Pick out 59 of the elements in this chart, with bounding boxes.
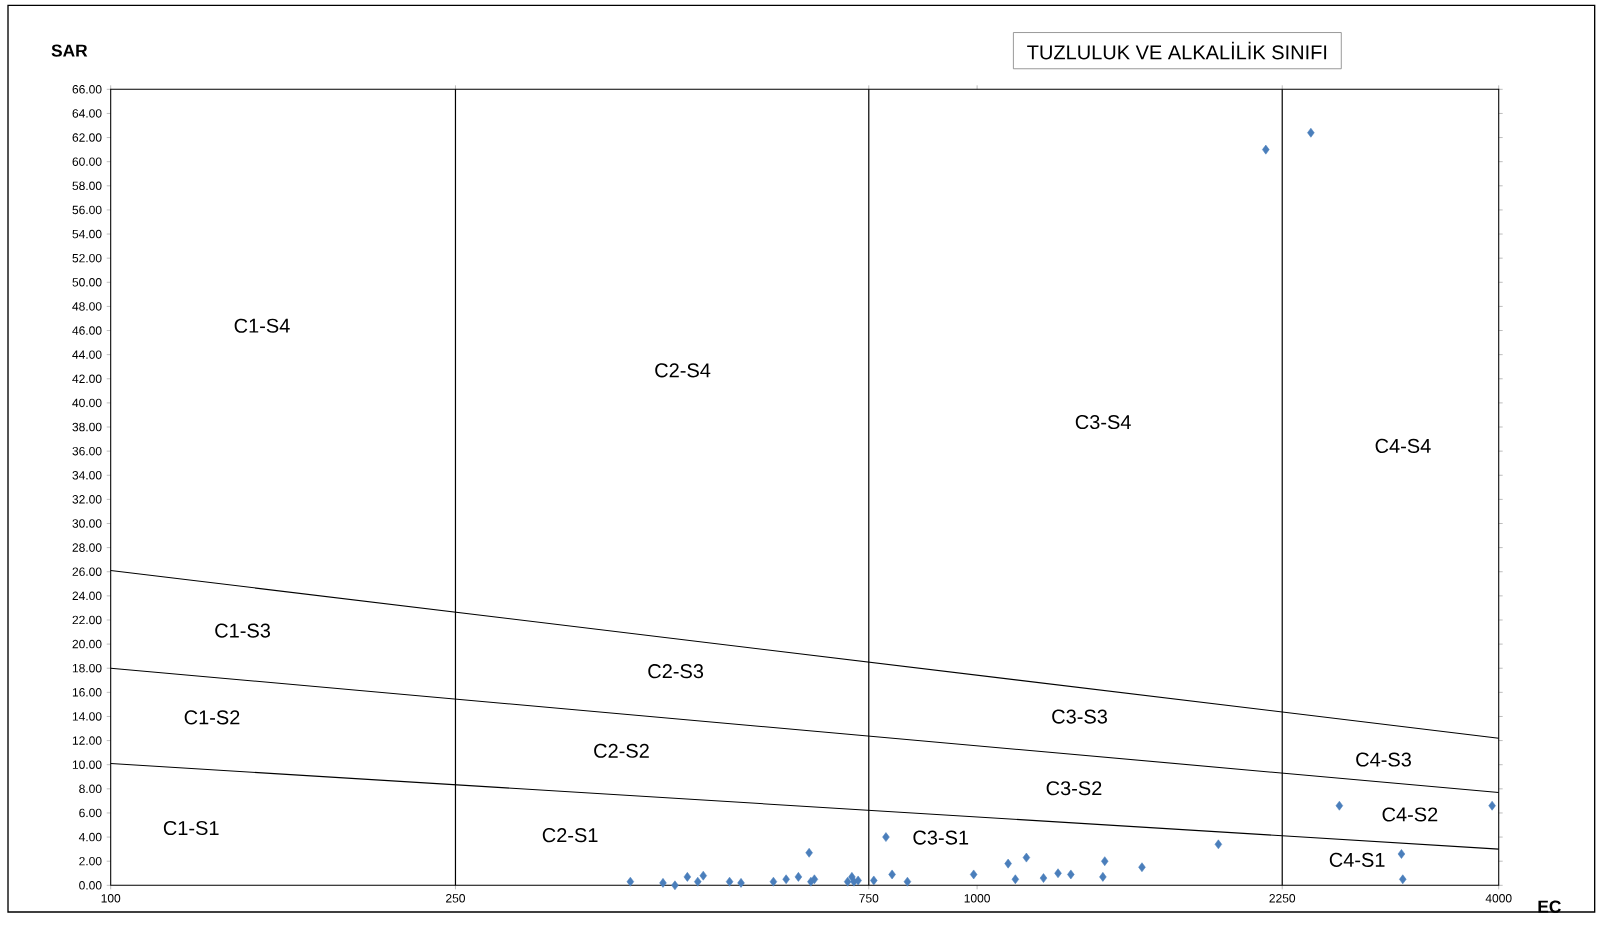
y-tick-label: 40.00 <box>72 398 102 408</box>
y-tick-label: 10.00 <box>72 760 102 769</box>
annotation: C4-S2 <box>1382 807 1438 822</box>
x-tick-label: 100 <box>101 894 121 903</box>
y-tick-label: 38.00 <box>72 422 102 432</box>
annotation: C4-S1 <box>1329 852 1385 867</box>
annotation: C1-S1 <box>163 820 219 836</box>
y-tick-label: 64.00 <box>72 109 102 118</box>
y-tick-label: 66.00 <box>72 85 102 94</box>
annotation: C2-S4 <box>655 363 711 378</box>
x-tick-label: 2250 <box>1269 894 1296 903</box>
y-tick-label: 12.00 <box>72 736 102 745</box>
y-tick-label: 62.00 <box>72 133 102 142</box>
y-tick-label: 0.00 <box>79 881 102 890</box>
y-tick-label: 56.00 <box>72 205 102 215</box>
y-tick-label: 48.00 <box>72 302 102 311</box>
x-tick-label: 1000 <box>964 894 990 903</box>
y-tick-label: 36.00 <box>72 446 102 456</box>
y-tick-label: 42.00 <box>72 374 102 384</box>
y-tick-label: 16.00 <box>72 688 102 697</box>
y-tick-label: 60.00 <box>72 157 102 166</box>
y-tick-label: 34.00 <box>72 471 102 480</box>
x-tick-label: 250 <box>446 894 466 903</box>
y-tick-label: 2.00 <box>79 856 102 866</box>
y-tick-label: 44.00 <box>72 350 102 359</box>
annotation: C4-S4 <box>1375 438 1431 453</box>
y-tick-label: 28.00 <box>72 543 102 552</box>
annotation: C3-S4 <box>1075 414 1131 430</box>
annotation: C2-S3 <box>648 664 704 679</box>
chart-title: TUZLULUK VE ALKALİLİK SINIFI <box>1027 41 1327 60</box>
y-tick-label: 32.00 <box>72 495 102 504</box>
annotation: C1-S3 <box>215 623 271 638</box>
y-tick-label: 54.00 <box>72 229 102 239</box>
y-tick-label: 22.00 <box>72 615 102 625</box>
x-tick-label: 4000 <box>1485 894 1512 903</box>
y-tick-label: 20.00 <box>72 639 102 649</box>
y-tick-label: 30.00 <box>72 519 102 528</box>
y-tick-label: 52.00 <box>72 253 102 263</box>
y-tick-label: 14.00 <box>72 712 102 721</box>
annotation: C1-S2 <box>184 710 240 725</box>
y-tick-label: 6.00 <box>79 808 102 818</box>
annotation: C3-S1 <box>913 830 969 845</box>
y-tick-label: 8.00 <box>79 784 102 794</box>
annotation: C4-S3 <box>1356 752 1411 767</box>
y-tick-label: 26.00 <box>72 567 102 576</box>
y-tick-label: 50.00 <box>72 278 102 287</box>
annotation: C2-S2 <box>594 743 649 758</box>
y-tick-label: 4.00 <box>78 832 102 842</box>
y-tick-label: 24.00 <box>72 591 102 601</box>
y-tick-label: 18.00 <box>72 663 102 673</box>
x-tick-label: 750 <box>859 894 879 903</box>
annotation: C3-S2 <box>1046 781 1102 796</box>
annotation: C1-S4 <box>234 318 290 333</box>
y-tick-label: 58.00 <box>72 181 102 191</box>
y-tick-label: 46.00 <box>72 326 102 335</box>
x-axis-title: EC <box>1538 900 1561 913</box>
annotation: C2-S1 <box>542 828 598 843</box>
annotation: C3-S3 <box>1052 709 1107 724</box>
y-axis-title: SAR <box>51 44 88 57</box>
